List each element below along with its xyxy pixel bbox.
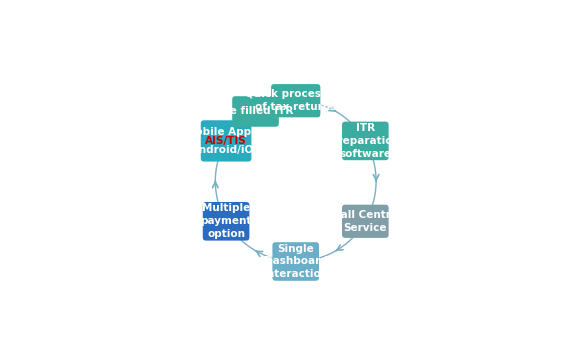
FancyBboxPatch shape	[232, 96, 279, 127]
Text: (Android/iOS): (Android/iOS)	[186, 145, 266, 155]
FancyBboxPatch shape	[203, 202, 249, 240]
Text: Mobile Appn -: Mobile Appn -	[185, 127, 267, 137]
Text: Quick processing
of tax returns: Quick processing of tax returns	[245, 89, 346, 112]
Text: Pre filled ITR: Pre filled ITR	[218, 106, 294, 117]
Text: Single
Dashboard
Interaction: Single Dashboard Interaction	[263, 244, 328, 279]
FancyBboxPatch shape	[271, 84, 320, 117]
Text: ITR
preparation
software: ITR preparation software	[331, 123, 400, 159]
Text: Call Centre
Service: Call Centre Service	[333, 210, 398, 233]
Text: AIS/TIS: AIS/TIS	[205, 136, 247, 146]
FancyBboxPatch shape	[272, 242, 319, 281]
FancyBboxPatch shape	[201, 120, 252, 161]
FancyBboxPatch shape	[342, 121, 389, 160]
FancyBboxPatch shape	[342, 205, 389, 238]
Text: Multiple
payment
option: Multiple payment option	[200, 204, 252, 239]
